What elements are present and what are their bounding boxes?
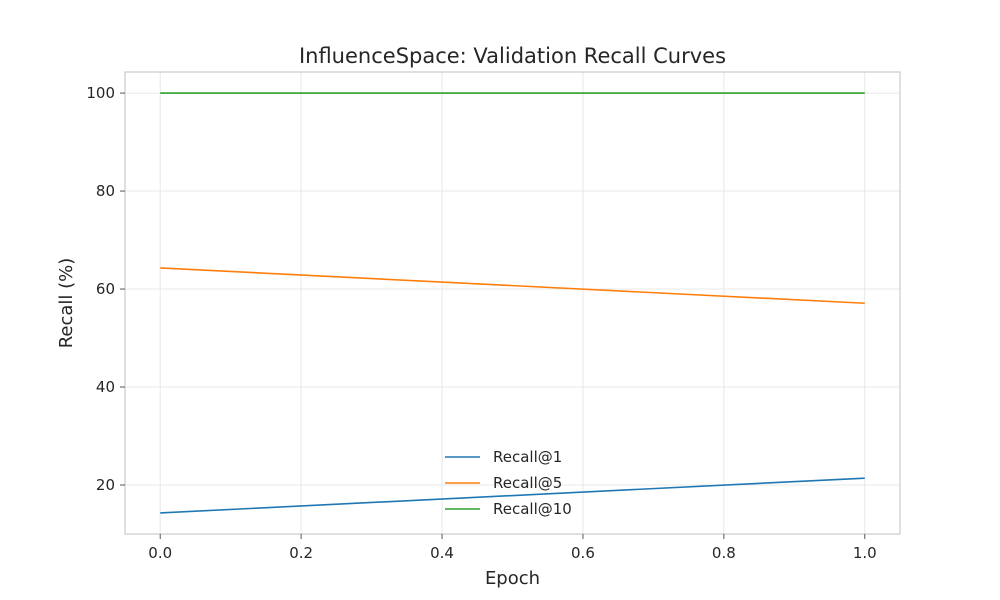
series-lines bbox=[160, 92, 865, 514]
y-tick-label: 40 bbox=[96, 378, 115, 396]
y-axis-label: Recall (%) bbox=[56, 258, 77, 349]
x-tick-label: 0.0 bbox=[148, 544, 172, 562]
chart-title: InfluenceSpace: Validation Recall Curves bbox=[299, 44, 726, 68]
series-line-recall-5 bbox=[160, 267, 865, 305]
y-tick-label: 100 bbox=[86, 84, 115, 102]
x-tick-label: 0.2 bbox=[289, 544, 313, 562]
y-tick-label: 60 bbox=[96, 280, 115, 298]
x-tick-label: 1.0 bbox=[853, 544, 877, 562]
plot-frame bbox=[124, 71, 901, 535]
x-tick-label: 0.4 bbox=[430, 544, 454, 562]
y-tick-label: 20 bbox=[96, 476, 115, 494]
legend-label: Recall@1 bbox=[493, 448, 562, 466]
x-tick-label: 0.6 bbox=[571, 544, 595, 562]
axis-ticks: 0.0 0.2 0.4 0.6 0.8 1.0 20 40 60 80 100 bbox=[86, 84, 876, 562]
legend: Recall@1 Recall@5 Recall@10 bbox=[445, 448, 572, 518]
y-tick-label: 80 bbox=[96, 182, 115, 200]
legend-label: Recall@10 bbox=[493, 500, 572, 518]
series-line-recall-1 bbox=[160, 477, 865, 514]
legend-label: Recall@5 bbox=[493, 474, 562, 492]
x-axis-label: Epoch bbox=[485, 568, 540, 589]
x-tick-label: 0.8 bbox=[712, 544, 736, 562]
